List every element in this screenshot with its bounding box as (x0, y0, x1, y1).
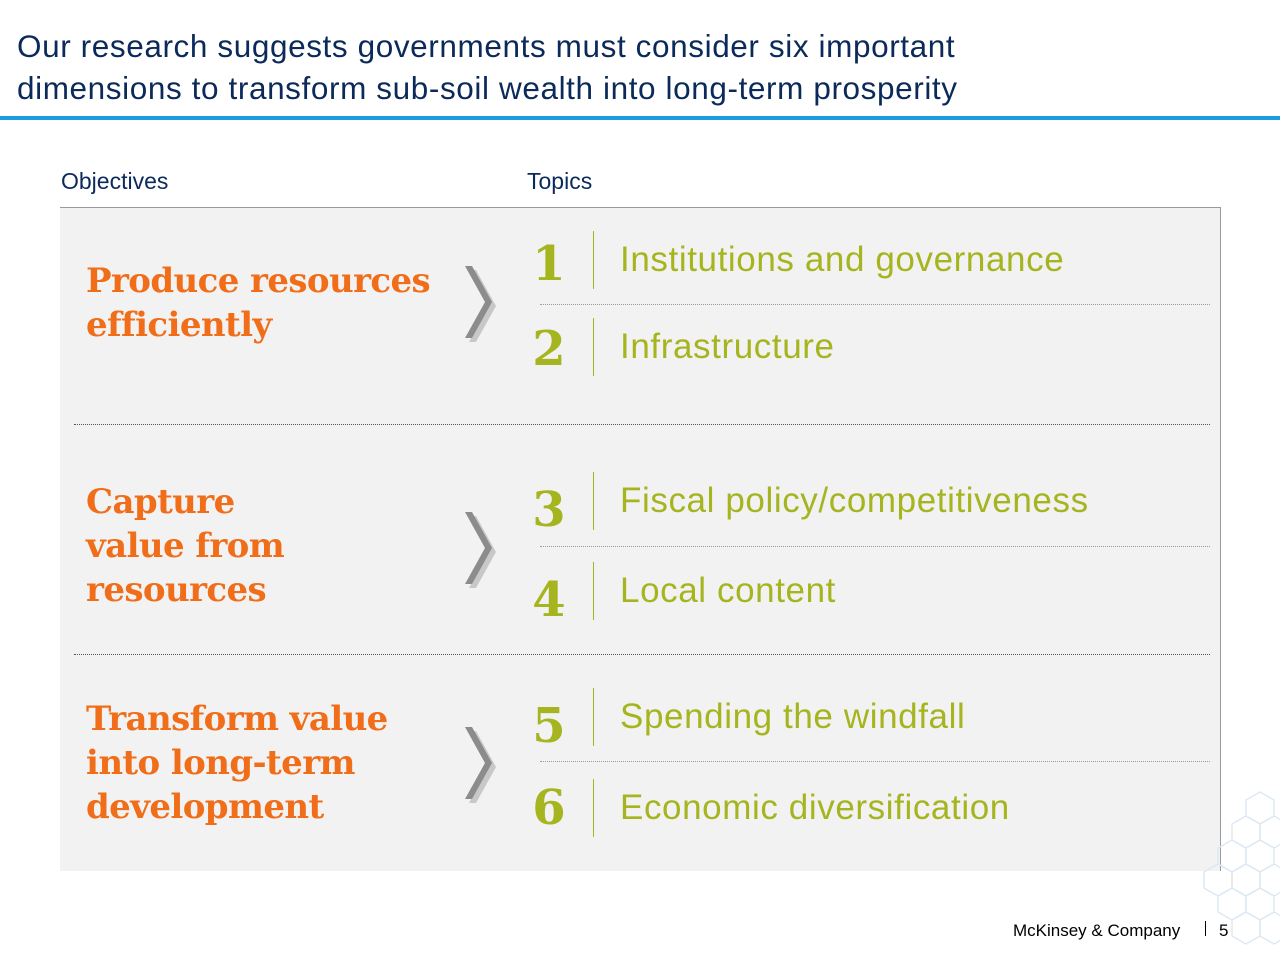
footer-brand: McKinsey & Company (1013, 921, 1181, 940)
page-title: Our research suggests governments must c… (17, 25, 1257, 109)
objective-line: efficiently (86, 305, 272, 345)
topic-number-2: 2 (532, 321, 566, 377)
chevron-right-icon (465, 512, 496, 588)
objective-line: Capture (86, 482, 235, 522)
objective-line: into long-term (86, 743, 355, 783)
topic-divider-2 (540, 546, 1210, 547)
topic-number-6: 6 (532, 780, 566, 836)
objective-line: resources (86, 570, 267, 610)
objective-line: Produce resources (86, 261, 431, 301)
content-panel (60, 207, 1221, 871)
topic-label-4: Local content (620, 571, 837, 610)
objectives-column-header: Objectives (61, 168, 169, 194)
group-divider-1 (74, 424, 1210, 425)
chevron-right-icon (465, 266, 496, 342)
topic-number-1: 1 (532, 236, 566, 292)
topic-divider-3 (540, 761, 1210, 762)
topic-number-4: 4 (532, 572, 566, 628)
topic-bar (593, 231, 594, 289)
title-divider (0, 116, 1280, 120)
objective-produce-resources: Produce resources efficiently (86, 259, 456, 347)
topic-label-3: Fiscal policy/competitiveness (620, 481, 1089, 520)
topic-number-5: 5 (532, 698, 566, 754)
topic-label-2: Infrastructure (620, 327, 835, 366)
objective-transform-value: Transform value into long-term developme… (86, 697, 456, 829)
topics-column-header: Topics (527, 168, 593, 194)
topic-bar (593, 472, 594, 530)
topic-label-6: Economic diversification (620, 788, 1010, 827)
objective-line: value from (86, 526, 285, 566)
chevron-right-icon (465, 727, 496, 803)
topic-divider-1 (540, 304, 1210, 305)
footer-divider (1205, 921, 1206, 936)
hexagon-pattern-icon (1203, 791, 1280, 945)
group-divider-2 (74, 654, 1210, 655)
objective-line: Transform value (86, 699, 388, 739)
topic-number-3: 3 (532, 482, 566, 538)
topic-bar (593, 688, 594, 746)
page-number: 5 (1219, 921, 1229, 940)
page-title-line-2: dimensions to transform sub-soil wealth … (17, 70, 958, 106)
objective-line: development (86, 787, 324, 827)
topic-bar (593, 779, 594, 837)
topic-bar (593, 562, 594, 620)
topic-bar (593, 318, 594, 376)
topic-label-1: Institutions and governance (620, 240, 1065, 279)
objective-capture-value: Capture value from resources (86, 480, 456, 612)
topic-label-5: Spending the windfall (620, 697, 966, 736)
page-title-line-1: Our research suggests governments must c… (17, 28, 956, 64)
